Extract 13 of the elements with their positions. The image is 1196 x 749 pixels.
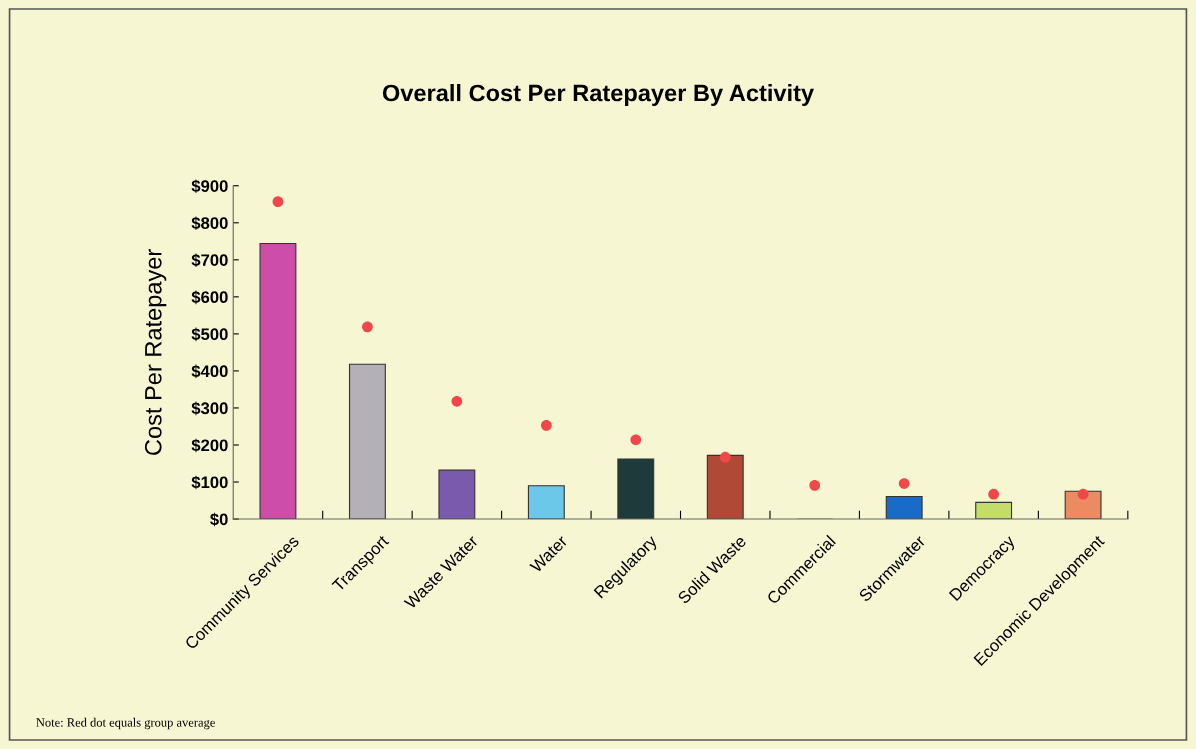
y-tick-label: $300 <box>191 401 228 416</box>
y-tick-label: $100 <box>191 475 228 490</box>
y-tick-label: $900 <box>191 179 228 194</box>
y-tick-label: $500 <box>191 327 228 342</box>
y-axis-title: Cost Per Ratepayer <box>144 249 167 455</box>
text: Note: Red dot equals group average <box>36 717 215 730</box>
y-tick-label: $0 <box>210 512 228 527</box>
y-tick-label: $800 <box>191 216 228 231</box>
y-tick-label: $200 <box>191 438 228 453</box>
y-tick-label: $400 <box>191 364 228 379</box>
y-tick-label: $600 <box>191 290 228 305</box>
y-tick-label: $700 <box>191 253 228 268</box>
chart-title: Overall Cost Per Ratepayer By Activity <box>382 84 814 107</box>
